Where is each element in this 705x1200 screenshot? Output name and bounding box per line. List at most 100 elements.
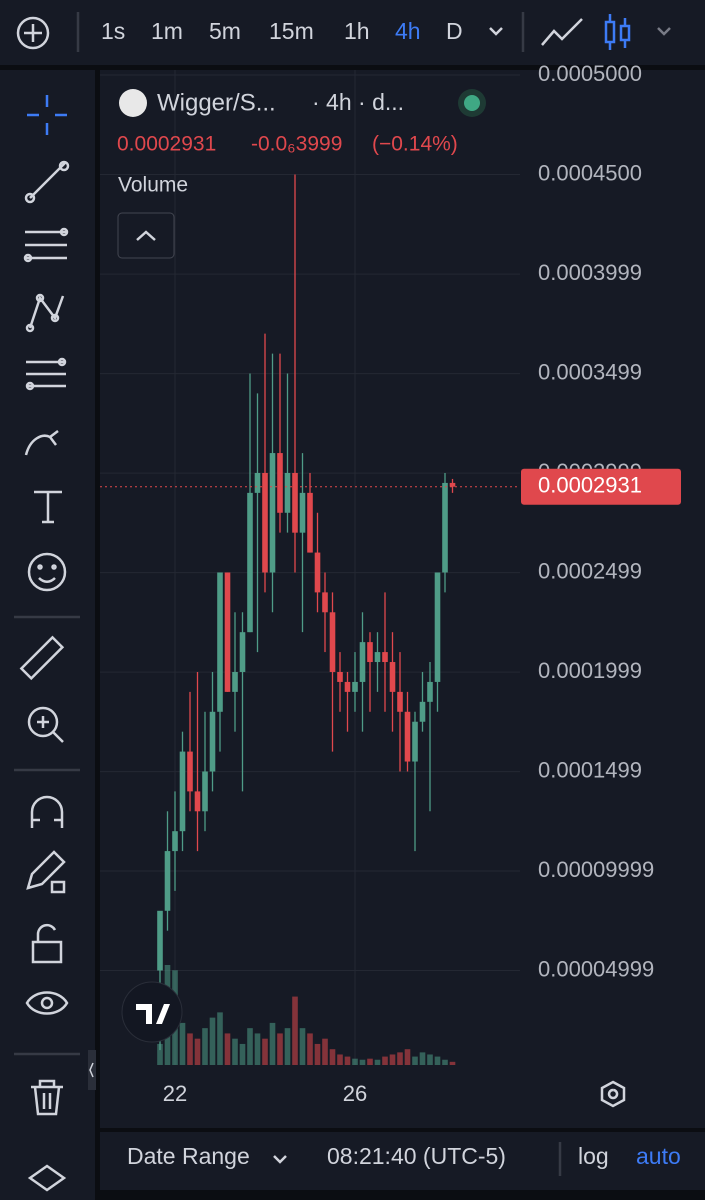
- date-range[interactable]: Date Range: [127, 1143, 250, 1169]
- volume-bar: [442, 1059, 448, 1065]
- volume-bar: [427, 1054, 433, 1065]
- line-chart-icon[interactable]: [541, 18, 583, 46]
- volume-bar: [314, 1043, 321, 1065]
- y-tick-label: 0.0005000: [538, 61, 642, 86]
- add-icon[interactable]: [16, 16, 50, 50]
- candle-body: [194, 791, 201, 812]
- interval-button[interactable]: 15m: [269, 18, 314, 44]
- y-tick-label: 0.00004999: [538, 956, 654, 981]
- candle-icon[interactable]: [604, 14, 631, 50]
- study-name: Volume: [118, 174, 188, 197]
- volume-bar: [344, 1056, 351, 1065]
- y-tick-label: 0.0001999: [538, 658, 642, 683]
- auto-toggle[interactable]: auto: [636, 1143, 681, 1169]
- candle-body: [322, 592, 328, 613]
- candle-body: [344, 681, 351, 692]
- chevron[interactable]: [489, 27, 503, 36]
- volume-bar: [389, 1054, 396, 1065]
- candle-body: [277, 453, 283, 513]
- interval-button[interactable]: 1s: [101, 18, 126, 44]
- volume-bar: [374, 1059, 381, 1065]
- draw-tools[interactable]: [14, 160, 80, 1192]
- volume-bar: [352, 1058, 358, 1065]
- collapse-legend[interactable]: [117, 212, 175, 259]
- top-toolbar: [0, 0, 705, 65]
- legend-price: 0.0002931: [117, 133, 216, 156]
- volume-bar: [247, 1028, 253, 1065]
- y-tick-label: 0.0003499: [538, 359, 642, 384]
- volume-bar: [412, 1056, 418, 1065]
- volume-bar: [404, 1049, 411, 1065]
- candle-body: [299, 492, 306, 533]
- legend-change-pct: (−0.14%): [372, 133, 458, 156]
- legend-change: -0.0₆3999: [251, 133, 342, 156]
- candle-body: [382, 652, 388, 663]
- y-tick-label: 0.0001499: [538, 757, 642, 782]
- volume-bar: [157, 1043, 163, 1065]
- volume-bar: [224, 1033, 231, 1065]
- volume-bar: [292, 996, 298, 1065]
- volume-bar: [209, 1017, 216, 1065]
- candle-body: [179, 751, 186, 832]
- candle-body: [247, 492, 253, 633]
- symbol-logo: [119, 89, 147, 117]
- volume-bar: [449, 1061, 456, 1065]
- candle-body: [254, 472, 261, 493]
- collapse-legend-arrow: [136, 230, 156, 241]
- candle-body: [172, 831, 178, 852]
- volume-bar: [284, 1028, 291, 1065]
- candle-body: [442, 482, 448, 573]
- chevron[interactable]: [657, 27, 671, 36]
- candle-body: [337, 671, 343, 682]
- candle-body: [449, 482, 456, 487]
- x-tick-label: 26: [343, 1081, 367, 1106]
- y-tick-label: 0.0003999: [538, 260, 642, 285]
- candle-body: [307, 492, 313, 553]
- candle-body: [269, 453, 276, 573]
- interval-button[interactable]: 5m: [209, 18, 241, 44]
- crosshair-icon[interactable]: [27, 95, 67, 135]
- interval-button[interactable]: 1h: [344, 18, 370, 44]
- interval-button[interactable]: D: [446, 18, 463, 44]
- volume-bar: [202, 1028, 208, 1065]
- interval-button[interactable]: 1m: [151, 18, 183, 44]
- candle-body: [359, 642, 366, 682]
- clock: 08:21:40 (UTC-5): [327, 1143, 506, 1169]
- candle-body: [397, 691, 403, 712]
- volume-bar: [232, 1038, 238, 1065]
- candle-body: [352, 681, 358, 692]
- volume-bar: [254, 1033, 261, 1065]
- x-tick-label: 22: [163, 1081, 187, 1106]
- volume-bar: [359, 1059, 366, 1065]
- candle-body: [389, 662, 396, 692]
- y-tick-label: 0.0002499: [538, 558, 642, 583]
- symbol[interactable]: Wigger/S...: [157, 89, 276, 116]
- candle-body: [367, 642, 373, 663]
- volume-bar: [277, 1033, 283, 1065]
- volume-bar: [419, 1052, 426, 1065]
- y-tick-label: 0.00009999: [538, 857, 654, 882]
- chart-panel: [100, 70, 705, 1128]
- candle-body: [329, 612, 336, 672]
- candle-body: [202, 771, 208, 812]
- volume-bar: [329, 1049, 336, 1065]
- candle-body: [412, 721, 418, 762]
- candle-body: [404, 711, 411, 762]
- volume-bar: [434, 1056, 441, 1065]
- volume-bar: [179, 1022, 186, 1065]
- add-icon-cross: [24, 24, 42, 42]
- log-toggle[interactable]: log: [578, 1143, 609, 1169]
- settings-icon[interactable]: [600, 1080, 626, 1108]
- candle-body: [209, 711, 216, 772]
- y-tick-label: 0.0004500: [538, 160, 642, 185]
- chevron: [273, 1155, 287, 1164]
- interval-button[interactable]: 4h: [395, 18, 421, 44]
- bottom-bar: [100, 1132, 705, 1190]
- volume-bar: [397, 1052, 403, 1065]
- volume-bar: [194, 1038, 201, 1065]
- symbol-meta: · 4h · d...: [312, 89, 404, 115]
- candle-body: [164, 851, 171, 911]
